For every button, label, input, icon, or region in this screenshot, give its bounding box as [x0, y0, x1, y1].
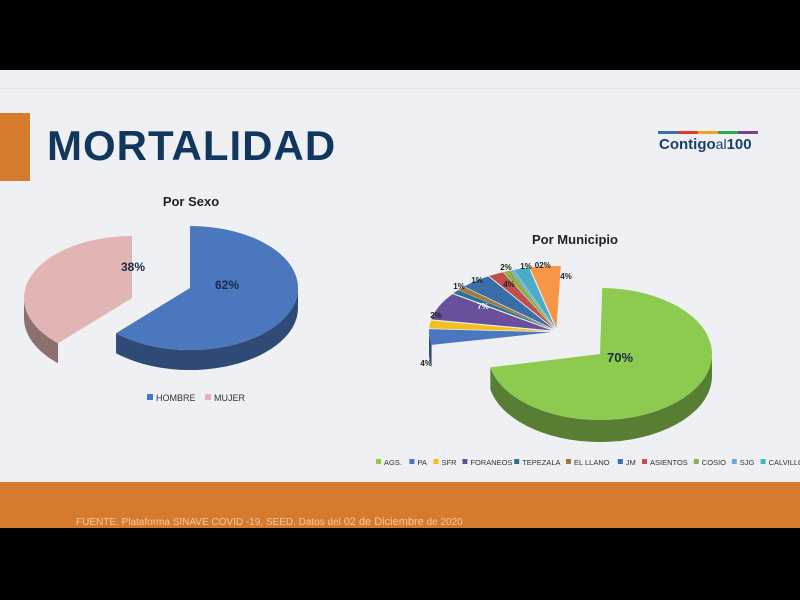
legend-label-tepezala: TEPEZALA — [522, 458, 560, 467]
legend-label-asientos: ASIENTOS — [650, 458, 688, 467]
data-label-ags: 70% — [607, 350, 633, 365]
legend-label-calvillo: CALVILLO — [769, 458, 800, 467]
data-label-el-llano: 1% — [471, 276, 483, 285]
legend-label-el-llano: EL LLANO — [574, 458, 610, 467]
pie-slice-sfr-top — [429, 320, 552, 332]
pie-slice-hombre-top — [116, 226, 299, 351]
chart-title-municipio: Por Municipio — [532, 232, 618, 247]
data-label-sfr: 2% — [430, 311, 442, 320]
pie-slice-asientos-top — [489, 272, 555, 329]
legend-swatch-calvillo — [760, 459, 766, 464]
pie-slice-el-llano-top — [458, 286, 553, 330]
legend-swatch-sjg — [731, 459, 737, 464]
accent-bar — [0, 113, 30, 181]
pie-slice-foraneos-top — [431, 294, 552, 331]
logo-strip-segment — [718, 131, 738, 134]
legend-label-ags-: AGS. — [384, 458, 402, 467]
pie-slice-pa-top — [429, 329, 552, 345]
legend-label-pa: PA — [417, 458, 426, 467]
pie-slice-calvillo-top — [513, 267, 556, 329]
legend-label-jm: JM — [626, 458, 636, 467]
logo-strip-segment — [698, 131, 718, 134]
pie-slice-mujer-top — [24, 235, 132, 344]
legend-swatch-el-llano — [566, 459, 571, 464]
legend-swatch-asientos — [642, 459, 647, 464]
divider — [0, 88, 800, 89]
legend-swatch-ags- — [376, 459, 381, 464]
pie-slice-sjg-top — [510, 269, 555, 329]
logo-strip-segment — [658, 131, 678, 134]
contigo-al-100-logo: Contigoal100 — [658, 129, 764, 157]
pie-charts: Por Sexo 62% 38% HOMBRE MUJER Por Municipio 70… — [24, 194, 800, 467]
data-label-tepezala: 1% — [453, 282, 465, 291]
pie-slice-jm-top — [464, 276, 554, 329]
pie-slice-rr-top — [529, 266, 561, 329]
logo-strip-segment — [678, 131, 698, 134]
slide: MORTALIDAD Contigoal100 Por Sexo 62% 38% HO… — [0, 70, 800, 528]
data-label-hombre: 62% — [215, 278, 239, 292]
data-label-asientos: 2% — [500, 263, 512, 272]
logo-text: Contigoal100 — [659, 136, 752, 153]
legend-swatch-jm — [617, 459, 623, 464]
footer-band — [0, 482, 800, 528]
data-label-rr: 4% — [560, 272, 572, 281]
legend-label-hombre: HOMBRE — [156, 393, 196, 403]
pie-slice-ags-side — [490, 354, 712, 442]
page-title: MORTALIDAD — [47, 122, 337, 169]
data-label-mujer: 38% — [121, 260, 145, 274]
legend-label-sfr: SFR — [442, 458, 458, 467]
legend-label-mujer: MUJER — [214, 393, 245, 403]
legend-swatch-sfr — [433, 459, 439, 464]
pie-municipio — [429, 266, 712, 442]
source-footnote: FUENTE. Plataforma SINAVE COVID -19, SEE… — [76, 516, 463, 528]
legend-label-sjg: SJG — [740, 458, 755, 467]
data-label-cosio: 1% — [520, 262, 532, 271]
pie-slice-tepezala-top — [453, 290, 553, 330]
pie-sexo — [24, 226, 299, 370]
pie-slice-mujer-side — [24, 298, 59, 364]
legend-swatch-tepezala — [514, 459, 520, 464]
data-label-jm: 4% — [503, 280, 515, 289]
pie-slice-ags-top — [490, 288, 712, 421]
legend-swatch-hombre — [147, 394, 153, 400]
data-label-calvillo: 2% — [539, 261, 551, 270]
data-label-sjg: 0 — [535, 261, 540, 270]
legend-label-foraneos: FORANEOS — [470, 458, 512, 467]
logo-color-strip — [658, 131, 758, 134]
logo-strip-segment — [738, 131, 758, 134]
legend-swatch-mujer — [205, 394, 211, 400]
data-label-foraneos: 7% — [477, 302, 489, 311]
legend-swatch-pa — [409, 459, 415, 464]
legend-swatch-foraneos — [462, 459, 468, 464]
legend-label-cosio: COSIO — [702, 458, 726, 467]
pie-slice-hombre-side — [116, 288, 299, 370]
pie-slice-pa-side — [429, 332, 432, 367]
data-label-pa: 4% — [420, 359, 432, 368]
chart-title-sexo: Por Sexo — [163, 194, 219, 209]
legend-swatch-cosio — [693, 459, 699, 464]
pie-slice-cosio-top — [503, 270, 555, 329]
